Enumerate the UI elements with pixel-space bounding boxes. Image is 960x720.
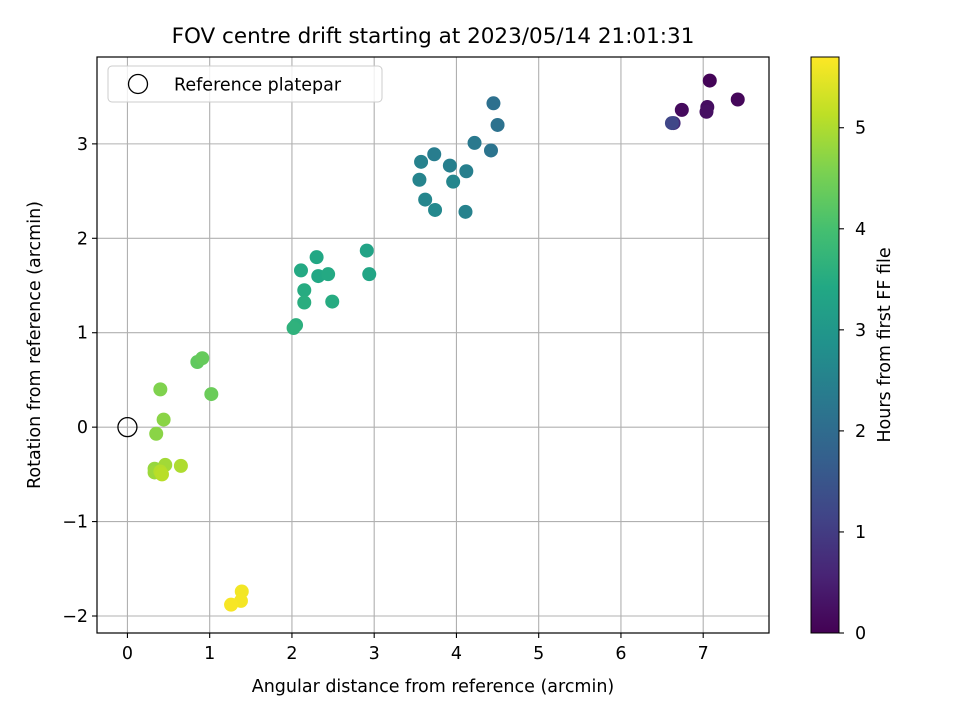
data-point: [156, 412, 171, 427]
legend-label: Reference platepar: [174, 76, 342, 96]
data-point: [414, 154, 429, 169]
data-point: [321, 267, 336, 282]
colorbar-tick-label: 1: [855, 523, 866, 543]
data-point: [309, 250, 324, 265]
colorbar-tick-label: 5: [855, 119, 866, 139]
colorbar: [810, 56, 840, 634]
x-tick-label: 0: [122, 644, 133, 664]
colorbar-tick-label: 2: [855, 422, 866, 442]
x-tick-label: 5: [533, 644, 544, 664]
data-point: [224, 597, 239, 612]
y-axis-ticks: −2 −1 0 1 2 3: [62, 135, 97, 627]
x-tick-label: 4: [451, 644, 462, 664]
data-point: [325, 294, 340, 309]
colorbar-tick-label: 0: [855, 624, 866, 644]
data-point: [427, 147, 442, 162]
y-tick-label: −2: [62, 607, 88, 627]
x-tick-label: 3: [369, 644, 380, 664]
x-tick-label: 2: [286, 644, 297, 664]
data-point: [458, 204, 473, 219]
y-axis-label: Rotation from reference (arcmin): [25, 201, 45, 489]
data-point: [442, 158, 457, 173]
x-axis-ticks: 0 1 2 3 4 5 6 7: [122, 633, 709, 664]
data-point: [286, 321, 301, 336]
data-point: [490, 117, 505, 132]
data-point: [173, 458, 188, 473]
data-point: [204, 387, 219, 402]
data-points: [117, 73, 745, 612]
y-tick-label: −1: [62, 513, 88, 533]
data-point: [467, 135, 482, 150]
data-point: [359, 243, 374, 258]
x-tick-label: 1: [204, 644, 215, 664]
data-point: [702, 73, 717, 88]
data-point: [428, 202, 443, 217]
data-point: [297, 283, 312, 298]
x-tick-label: 7: [698, 644, 709, 664]
data-point: [730, 92, 745, 107]
data-point: [149, 426, 164, 441]
data-point: [459, 164, 474, 179]
reference-marker: [117, 417, 138, 438]
data-point: [664, 116, 679, 131]
chart-title: FOV centre drift starting at 2023/05/14 …: [172, 24, 695, 49]
data-point: [699, 104, 714, 119]
plot-frame: [96, 56, 770, 634]
x-tick-label: 6: [615, 644, 626, 664]
legend-box: [107, 65, 383, 103]
data-point: [297, 295, 312, 310]
data-point: [483, 143, 498, 158]
data-point: [486, 96, 501, 111]
colorbar-label: Hours from first FF file: [875, 247, 895, 442]
legend: Reference platepar: [107, 65, 383, 103]
data-point: [154, 467, 169, 482]
data-point: [153, 382, 168, 397]
y-tick-label: 3: [77, 135, 88, 155]
data-point: [293, 263, 308, 278]
data-point: [195, 351, 210, 366]
legend-marker-reference-icon: [127, 73, 149, 95]
x-axis-label: Angular distance from reference (arcmin): [252, 677, 615, 697]
grid-lines: [97, 57, 769, 633]
data-point: [446, 174, 461, 189]
data-point: [362, 267, 377, 282]
y-tick-label: 2: [77, 229, 88, 249]
data-point: [674, 102, 689, 117]
data-point: [418, 192, 433, 207]
colorbar-tick-label: 4: [855, 220, 866, 240]
y-tick-label: 1: [77, 324, 88, 344]
colorbar-tick-label: 3: [855, 321, 866, 341]
colorbar-ticks: 0 1 2 3 4 5: [839, 119, 866, 644]
data-point: [412, 172, 427, 187]
y-tick-label: 0: [77, 418, 88, 438]
